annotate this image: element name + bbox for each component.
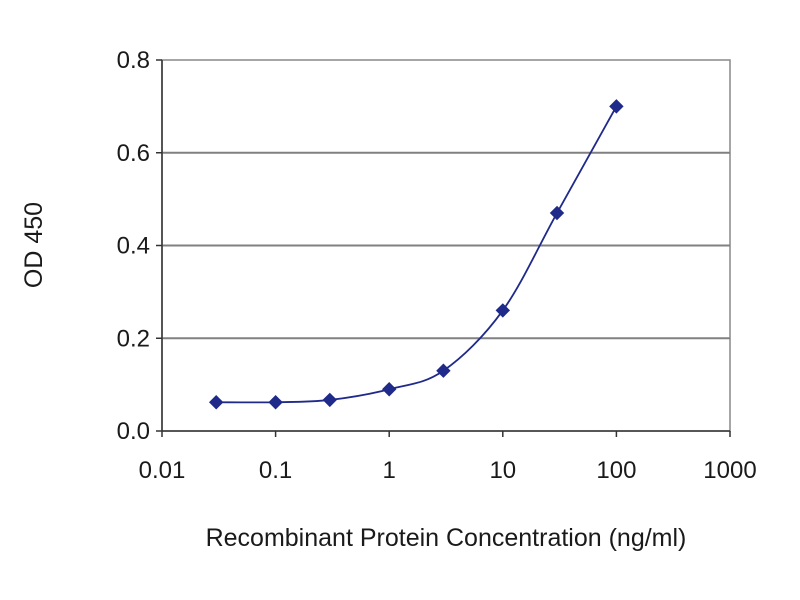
data-series: [208, 99, 624, 410]
y-tick-label: 0.4: [117, 233, 150, 260]
data-point: [268, 395, 283, 410]
x-tick-label: 1: [383, 457, 396, 484]
x-tick-label: 1000: [703, 457, 756, 484]
axes: 0.0 0.2 0.4 0.6 0.8 0.01 0.1 1 10 100 1000: [117, 47, 757, 484]
y-tick-label: 0.2: [117, 325, 150, 352]
x-axis-label: Recombinant Protein Concentration (ng/ml…: [206, 524, 687, 552]
y-tick-label: 0.8: [117, 47, 150, 74]
data-point: [208, 395, 224, 410]
y-axis-label: OD 450: [20, 202, 48, 288]
data-point: [549, 205, 565, 221]
x-tick-label: 0.01: [139, 457, 186, 484]
y-tick-label: 0.6: [117, 140, 150, 167]
data-point: [495, 303, 511, 318]
x-tick-label: 100: [596, 457, 636, 484]
y-tick-label: 0.0: [117, 418, 150, 445]
data-point: [322, 392, 338, 408]
data-point: [609, 99, 624, 114]
gridlines: [162, 151, 730, 340]
x-tick-label: 10: [489, 457, 516, 484]
x-tick-label: 0.1: [259, 457, 292, 484]
data-point: [381, 382, 397, 397]
data-point: [436, 363, 451, 378]
